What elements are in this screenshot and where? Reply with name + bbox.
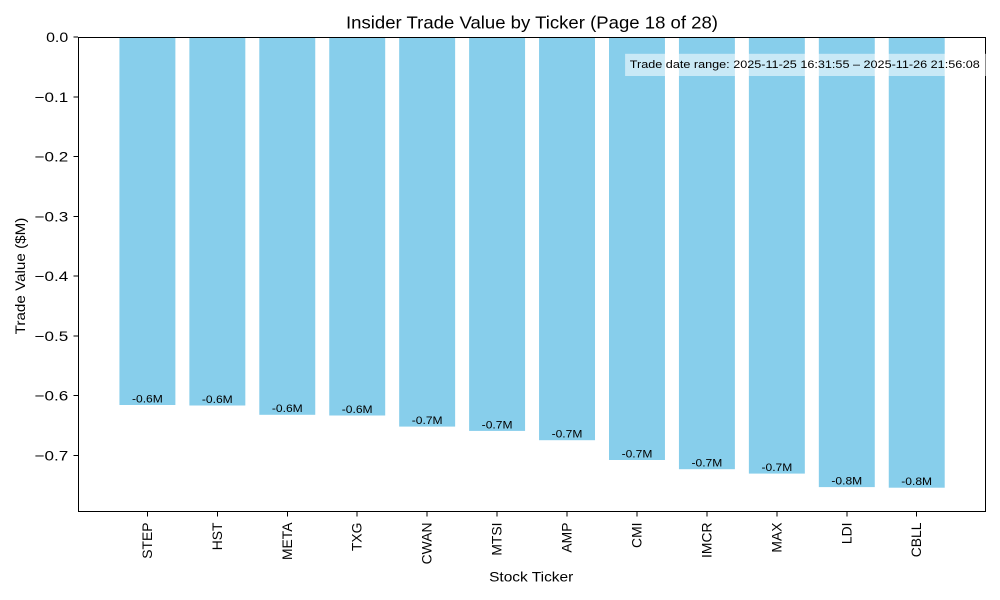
svg-text:MAX: MAX (768, 523, 784, 553)
svg-text:-0.7M: -0.7M (622, 448, 653, 460)
svg-text:IMCR: IMCR (698, 523, 714, 558)
svg-text:CMI: CMI (629, 523, 645, 548)
svg-text:-0.7M: -0.7M (552, 429, 583, 441)
svg-text:AMP: AMP (559, 523, 575, 553)
svg-text:TXG: TXG (349, 523, 365, 552)
svg-text:-0.8M: -0.8M (901, 476, 932, 488)
svg-text:-0.6M: -0.6M (132, 393, 163, 405)
svg-text:−0.2: −0.2 (35, 149, 69, 165)
svg-text:Trade Value ($M): Trade Value ($M) (12, 218, 28, 335)
svg-text:LDI: LDI (838, 523, 854, 545)
svg-text:MTSI: MTSI (489, 523, 505, 556)
svg-text:-0.6M: -0.6M (202, 394, 233, 406)
svg-text:-0.7M: -0.7M (762, 462, 793, 474)
svg-text:Stock Ticker: Stock Ticker (489, 569, 574, 585)
svg-text:−0.7: −0.7 (35, 447, 69, 463)
svg-text:Insider Trade Value by Ticker: Insider Trade Value by Ticker (Page 18 o… (346, 14, 718, 33)
svg-text:STEP: STEP (139, 523, 155, 559)
svg-text:−0.4: −0.4 (35, 268, 69, 284)
svg-text:−0.1: −0.1 (35, 89, 69, 105)
svg-text:Trade date range: 2025-11-25 1: Trade date range: 2025-11-25 16:31:55 – … (630, 59, 980, 71)
svg-text:META: META (279, 522, 295, 560)
svg-text:CBLL: CBLL (908, 522, 924, 557)
svg-text:−0.3: −0.3 (35, 208, 69, 224)
svg-text:-0.8M: -0.8M (831, 476, 862, 488)
svg-text:−0.5: −0.5 (35, 328, 69, 344)
svg-text:-0.7M: -0.7M (692, 458, 723, 470)
svg-text:-0.6M: -0.6M (272, 403, 303, 415)
svg-text:-0.7M: -0.7M (482, 419, 513, 431)
svg-text:-0.6M: -0.6M (342, 404, 373, 416)
svg-text:0.0: 0.0 (46, 29, 68, 45)
svg-text:HST: HST (209, 522, 225, 550)
svg-text:−0.6: −0.6 (35, 388, 69, 404)
svg-text:CWAN: CWAN (419, 523, 435, 565)
svg-text:-0.7M: -0.7M (412, 415, 443, 427)
